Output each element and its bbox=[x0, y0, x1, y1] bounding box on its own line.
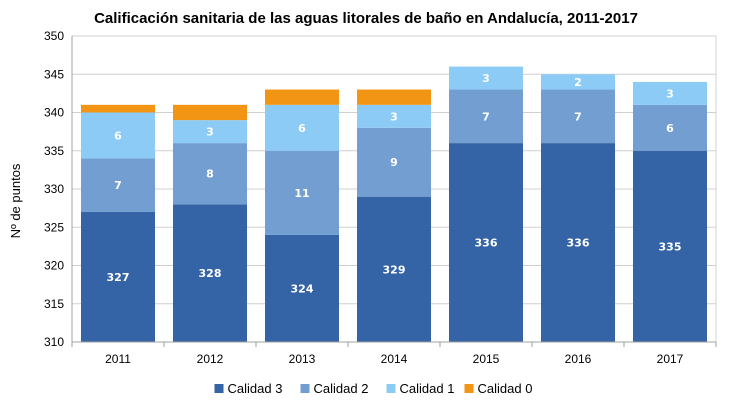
data-label: 3 bbox=[482, 72, 490, 85]
bar-calidad-1-2012 bbox=[173, 120, 247, 144]
y-tick-label: 315 bbox=[44, 297, 64, 311]
bar-calidad-2-2016 bbox=[541, 89, 615, 144]
bar-calidad-1-2013 bbox=[265, 104, 339, 151]
data-label: 3 bbox=[206, 126, 214, 139]
legend: Calidad 3 Calidad 2 Calidad 1 Calidad 0 bbox=[214, 381, 533, 396]
bar-calidad-0-2011 bbox=[81, 104, 155, 113]
y-tick-label: 320 bbox=[44, 259, 64, 273]
y-tick-label: 350 bbox=[44, 29, 64, 43]
bar-calidad-3-2013 bbox=[265, 234, 339, 342]
legend-swatch bbox=[386, 384, 396, 393]
y-axis-label: Nº de puntos bbox=[8, 163, 23, 238]
x-tick-label: 2013 bbox=[289, 352, 316, 366]
data-label: 6 bbox=[298, 122, 306, 135]
bar-calidad-2-2017 bbox=[633, 104, 707, 151]
legend-label: Calidad 3 bbox=[228, 381, 283, 396]
data-label: 9 bbox=[390, 156, 398, 169]
legend-swatch bbox=[300, 384, 310, 393]
bar-calidad-2-2012 bbox=[173, 143, 247, 205]
data-label: 336 bbox=[567, 237, 590, 250]
bars bbox=[81, 66, 707, 342]
bar-calidad-1-2015 bbox=[449, 66, 523, 90]
bar-calidad-3-2012 bbox=[173, 204, 247, 342]
legend-swatch bbox=[214, 384, 224, 393]
data-label: 324 bbox=[291, 282, 314, 295]
legend-label: Calidad 0 bbox=[478, 381, 533, 396]
bar-calidad-1-2014 bbox=[357, 104, 431, 128]
bar-calidad-2-2014 bbox=[357, 127, 431, 197]
bar-calidad-0-2012 bbox=[173, 104, 247, 121]
bar-calidad-2-2015 bbox=[449, 89, 523, 144]
data-label: 7 bbox=[574, 110, 582, 123]
axes: 310 315 320 325 330 335 340 345 350 2011 2012 2013 2… bbox=[44, 29, 717, 366]
bar-calidad-2-2013 bbox=[265, 150, 339, 235]
y-tick-label: 335 bbox=[44, 144, 64, 158]
x-tick-label: 2015 bbox=[473, 352, 500, 366]
y-tick-label: 325 bbox=[44, 220, 64, 234]
data-label: 328 bbox=[199, 267, 222, 280]
bar-calidad-1-2016 bbox=[541, 74, 615, 90]
bar-calidad-1-2017 bbox=[633, 81, 707, 105]
data-label: 329 bbox=[383, 263, 406, 276]
bar-calidad-2-2011 bbox=[81, 158, 155, 212]
legend-label: Calidad 1 bbox=[400, 381, 455, 396]
data-label: 7 bbox=[114, 179, 122, 192]
data-label: 327 bbox=[107, 271, 130, 284]
x-tick-label: 2012 bbox=[197, 352, 224, 366]
x-tick-label: 2014 bbox=[381, 352, 408, 366]
data-label: 3 bbox=[390, 110, 398, 123]
data-label: 8 bbox=[206, 168, 214, 181]
y-tick-label: 310 bbox=[44, 335, 64, 349]
x-tick-label: 2016 bbox=[565, 352, 592, 366]
y-tick-label: 330 bbox=[44, 182, 64, 196]
data-label: 336 bbox=[475, 237, 498, 250]
data-labels: 327 7 6 328 8 3 324 11 6 329 9 3 336 7 3 336 7 2 335 6 3 bbox=[107, 72, 682, 295]
data-label: 3 bbox=[666, 87, 674, 100]
bar-calidad-0-2013 bbox=[265, 89, 339, 105]
bar-calidad-3-2017 bbox=[633, 150, 707, 342]
data-label: 335 bbox=[659, 240, 682, 253]
bar-calidad-1-2011 bbox=[81, 112, 155, 159]
bar-calidad-3-2015 bbox=[449, 143, 523, 342]
bar-calidad-3-2011 bbox=[81, 211, 155, 342]
y-tick-label: 340 bbox=[44, 106, 64, 120]
y-tick-label: 345 bbox=[44, 67, 64, 81]
x-tick-label: 2011 bbox=[105, 352, 131, 366]
chart-title: Calificación sanitaria de las aguas lito… bbox=[94, 10, 638, 27]
bar-calidad-3-2016 bbox=[541, 143, 615, 342]
bar-calidad-3-2014 bbox=[357, 196, 431, 342]
data-label: 11 bbox=[294, 187, 309, 200]
data-label: 6 bbox=[666, 122, 674, 135]
legend-label: Calidad 2 bbox=[314, 381, 369, 396]
legend-swatch bbox=[464, 384, 474, 393]
data-label: 6 bbox=[114, 129, 122, 142]
data-label: 2 bbox=[574, 76, 582, 89]
x-tick-label: 2017 bbox=[657, 352, 684, 366]
bar-calidad-0-2014 bbox=[357, 89, 431, 105]
data-label: 7 bbox=[482, 110, 490, 123]
